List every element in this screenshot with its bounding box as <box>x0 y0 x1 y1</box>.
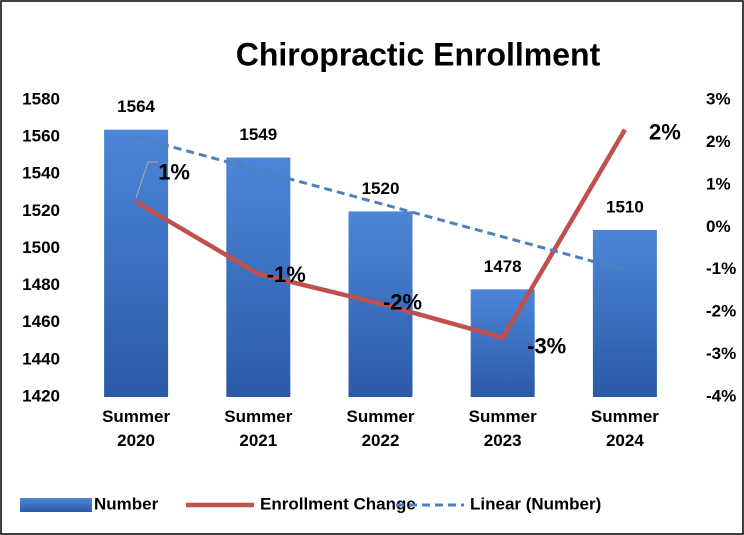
y2-tick-label: 3% <box>706 89 731 108</box>
legend-label: Linear (Number) <box>470 494 601 513</box>
data-label: 2% <box>649 120 681 145</box>
y-tick-label: 1500 <box>22 238 60 257</box>
y-tick-label: 1420 <box>22 386 60 405</box>
data-label: 1% <box>158 160 190 185</box>
data-label: -1% <box>267 262 306 287</box>
x-tick-label: Summer 2024 <box>590 407 659 450</box>
x-tick-label: Summer 2021 <box>224 407 293 450</box>
y2-tick-label: -1% <box>706 259 736 278</box>
y2-tick-label: -3% <box>706 344 736 363</box>
bar <box>104 129 169 397</box>
y2-tick-label: 1% <box>706 174 731 193</box>
legend-swatch <box>20 498 92 512</box>
data-label: -3% <box>527 333 566 358</box>
y-tick-label: 1480 <box>22 275 60 294</box>
x-tick-label: Summer 2022 <box>346 407 415 450</box>
x-tick-label: Summer 2020 <box>102 407 171 450</box>
chart-title: Chiropractic Enrollment <box>236 36 601 72</box>
data-label: 1510 <box>606 197 644 216</box>
data-label: 1478 <box>484 257 522 276</box>
x-tick-label: Summer 2023 <box>468 407 537 450</box>
y-tick-label: 1460 <box>22 312 60 331</box>
y-tick-label: 1560 <box>22 127 60 146</box>
data-label: 1520 <box>362 179 400 198</box>
bar <box>592 229 657 397</box>
y-tick-label: 1440 <box>22 349 60 368</box>
y2-tick-label: 2% <box>706 132 731 151</box>
data-label: 1549 <box>239 125 277 144</box>
data-label: 1564 <box>117 97 155 116</box>
leader-line <box>135 161 159 198</box>
y-tick-label: 1580 <box>22 89 60 108</box>
y2-tick-label: -2% <box>706 302 736 321</box>
legend-label: Enrollment Change <box>260 494 416 513</box>
bar <box>470 289 535 397</box>
y-tick-label: 1540 <box>22 164 60 183</box>
trend-line <box>135 135 626 272</box>
data-label: -2% <box>383 289 422 314</box>
legend-label: Number <box>94 494 159 513</box>
y2-tick-label: 0% <box>706 217 731 236</box>
y2-tick-label: -4% <box>706 386 736 405</box>
line <box>134 128 627 341</box>
y-tick-label: 1520 <box>22 201 60 220</box>
